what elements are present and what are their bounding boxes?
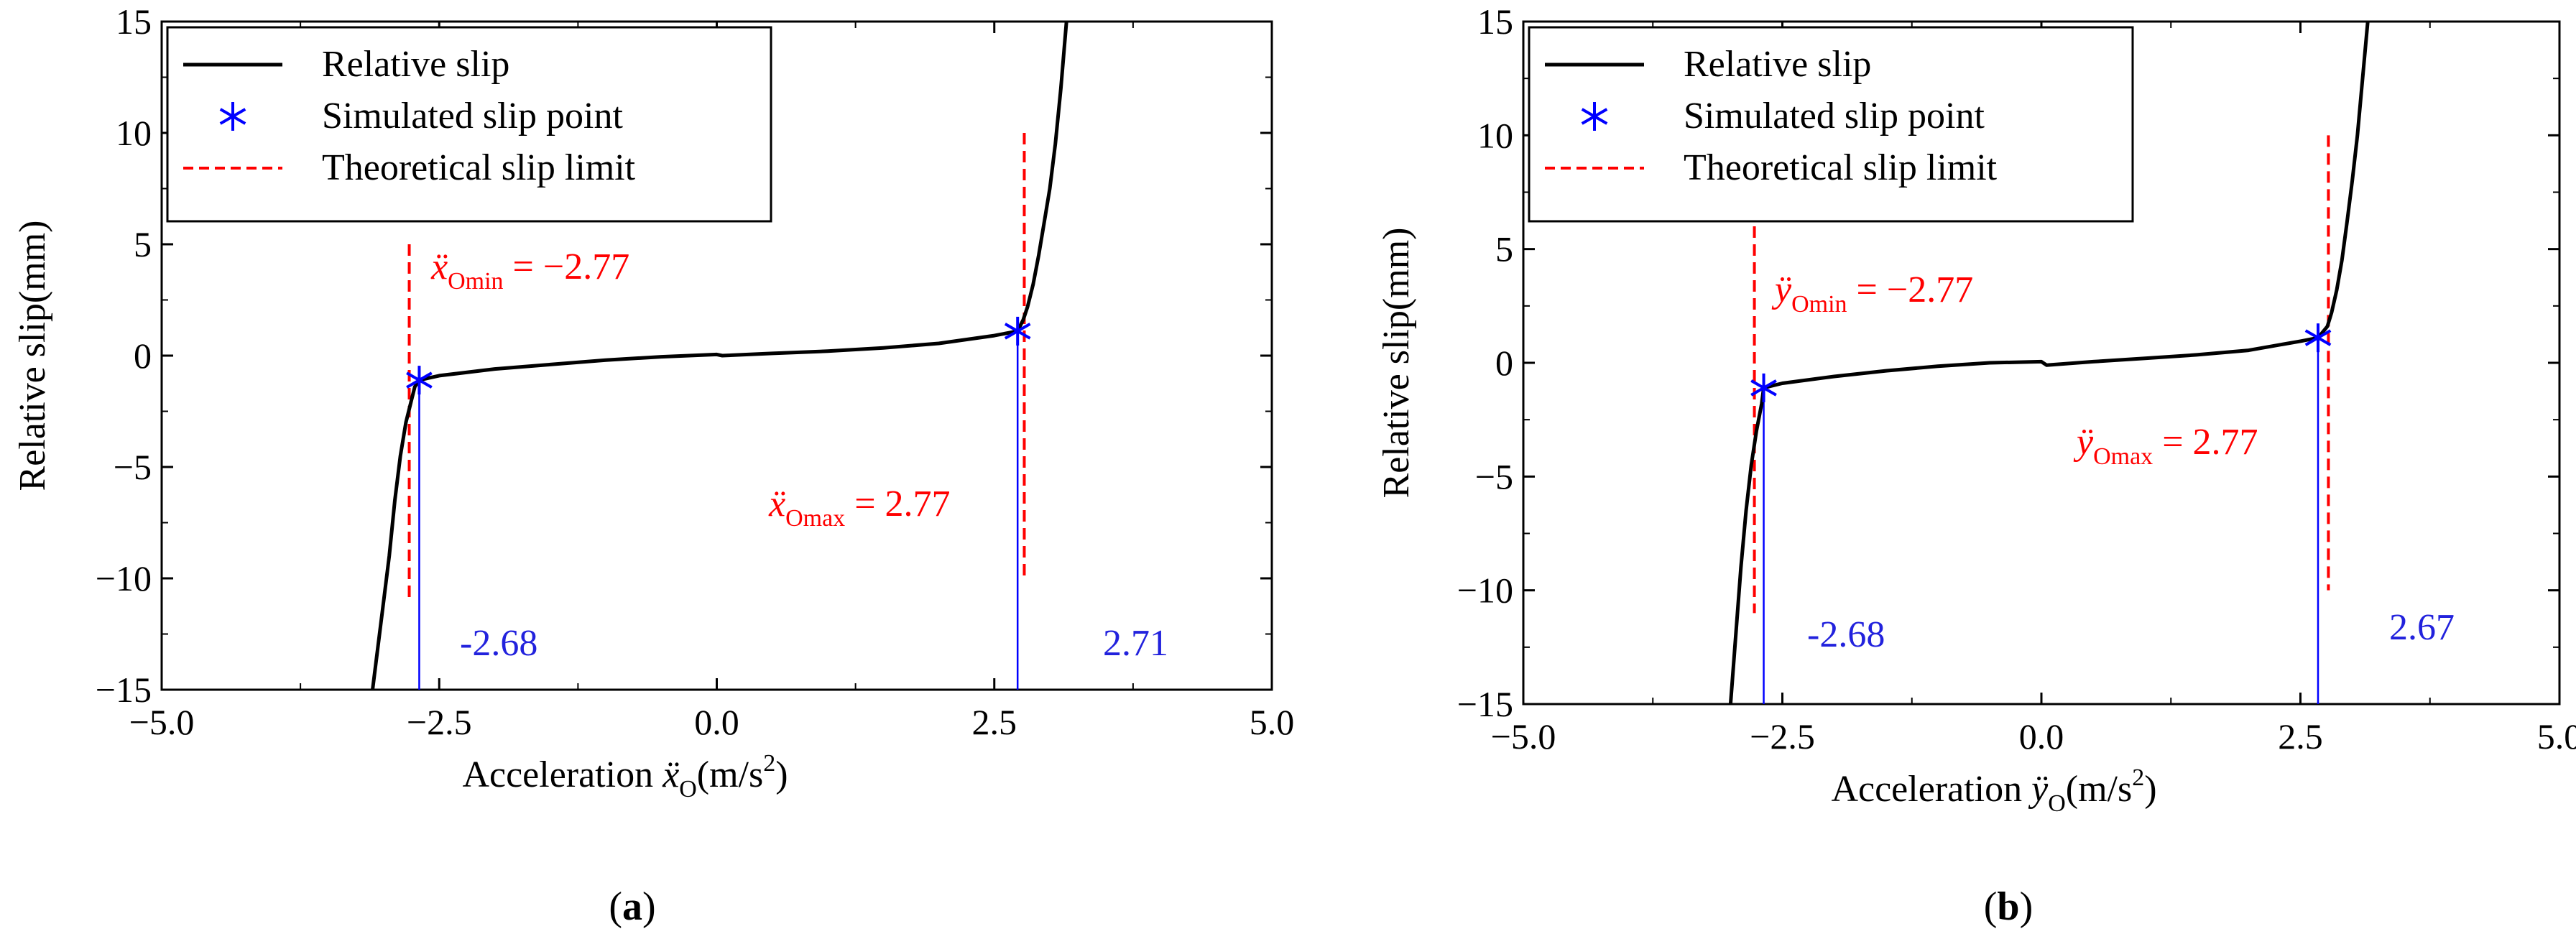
y-tick-label: −5 — [1475, 456, 1513, 496]
y-tick-label: 10 — [1477, 115, 1513, 155]
x-tick-label: −2.5 — [1750, 716, 1815, 757]
x-axis-label-var: ÿ — [2028, 769, 2049, 810]
y-tick-label: −15 — [96, 670, 152, 710]
limit-label-var: ẍ — [768, 484, 785, 524]
x-tick-label: 0.0 — [2019, 716, 2064, 757]
slip-value-label: -2.68 — [460, 623, 537, 664]
chart-panel-a: 15 10 5 0 −5 −10 −15−5.0 −2.5 0.0 2.5 5.0 Relative … — [12, 1, 1294, 929]
marker-stroke — [1750, 379, 1777, 397]
limit-label-eq: = −2.77 — [1847, 269, 1974, 310]
y-tick-label: 0 — [1495, 343, 1513, 383]
x-tick-label: 0.0 — [694, 702, 739, 742]
legend-box — [1528, 26, 2134, 223]
simulated-slip-marker — [1004, 316, 1031, 346]
limit-label-eq: = 2.77 — [2153, 422, 2258, 463]
slip-value-label: -2.68 — [1807, 614, 1885, 655]
legend-entry-label: Theoretical slip limit — [1684, 147, 1998, 188]
x-axis-label-units: (m/s — [2066, 769, 2132, 810]
panel-label-open: ( — [609, 884, 622, 929]
x-axis-label-close: ) — [2144, 769, 2156, 810]
x-axis-label-units: (m/s — [697, 754, 763, 795]
y-tick-label: −10 — [96, 558, 152, 598]
x-tick-label: 5.0 — [2537, 716, 2576, 757]
limit-min-label: ÿOmin = −2.77 — [1771, 269, 1973, 318]
legend-swatch-marker — [219, 102, 246, 131]
limit-label-sub: Omin — [1791, 291, 1847, 318]
y-tick-label: 10 — [116, 113, 152, 153]
slip-value-label: 2.71 — [1103, 623, 1168, 664]
limit-label-var: ẍ — [430, 246, 448, 287]
relative-slip-curve — [371, 22, 1068, 690]
y-axis-label: Relative slip(mm) — [12, 221, 53, 491]
marker-stroke — [1581, 108, 1608, 125]
x-axis-label: Acceleration ÿO(m/s2) — [1831, 764, 2156, 817]
limit-label-sub: Omin — [448, 268, 503, 295]
x-axis-label-sub: O — [679, 776, 697, 802]
legend-box — [166, 26, 772, 223]
x-tick-label: −5.0 — [1491, 716, 1556, 757]
x-tick-label: −5.0 — [129, 702, 195, 742]
x-tick-label: 2.5 — [972, 702, 1017, 742]
legend-entry-label: Relative slip — [1684, 44, 1871, 85]
marker-stroke — [2304, 329, 2332, 346]
limit-label-var: ÿ — [2073, 422, 2094, 463]
legend-entry-label: Simulated slip point — [322, 96, 623, 137]
y-tick-label: 15 — [1477, 1, 1513, 42]
panel-label-open: ( — [1984, 884, 1998, 929]
y-tick-label: −10 — [1457, 570, 1513, 611]
x-axis-label-sub: O — [2048, 790, 2066, 817]
relative-slip-curve — [1728, 22, 2370, 704]
panel-label: (b) — [1984, 884, 2033, 929]
panel-label-letter: a — [622, 884, 642, 929]
limit-label-eq: = −2.77 — [504, 246, 630, 287]
simulated-slip-marker — [2304, 323, 2332, 353]
y-tick-label: 5 — [134, 224, 152, 264]
marker-stroke — [219, 108, 246, 125]
panel-label-close: ) — [642, 884, 656, 929]
limit-label-sub: Omax — [2093, 443, 2153, 470]
limit-max-label: ÿOmax = 2.77 — [2073, 422, 2258, 470]
panel-label: (a) — [609, 884, 655, 929]
y-tick-label: 15 — [116, 1, 152, 42]
x-axis-label-sup: 2 — [2132, 764, 2144, 791]
simulated-slip-marker — [406, 366, 433, 395]
legend-entry-label: Theoretical slip limit — [322, 147, 636, 188]
limit-min-label: ẍOmin = −2.77 — [430, 246, 629, 295]
y-axis-label: Relative slip(mm) — [1376, 228, 1417, 499]
x-axis-label-close: ) — [775, 754, 788, 795]
x-axis-label-prefix: Acceleration — [462, 754, 663, 795]
x-tick-label: 5.0 — [1250, 702, 1295, 742]
simulated-slip-marker — [1750, 373, 1777, 402]
legend-entry-label: Relative slip — [322, 44, 509, 85]
y-tick-label: −5 — [114, 447, 152, 487]
chart-panel-b: 15 10 5 0 −5 −10 −15−5.0 −2.5 0.0 2.5 5.0 Relative … — [1376, 1, 2576, 929]
limit-label-var: ÿ — [1771, 269, 1792, 310]
x-axis-label-var: ẍ — [662, 754, 679, 795]
y-tick-label: 0 — [134, 336, 152, 376]
x-tick-label: −2.5 — [407, 702, 472, 742]
legend-swatch-marker — [1581, 102, 1608, 131]
x-tick-label: 2.5 — [2278, 716, 2323, 757]
x-axis-label: Acceleration ẍO(m/s2) — [462, 750, 788, 802]
limit-max-label: ẍOmax = 2.77 — [768, 484, 951, 532]
marker-stroke — [1004, 323, 1031, 340]
limit-label-sub: Omax — [785, 505, 845, 532]
panel-label-close: ) — [2020, 884, 2033, 929]
marker-stroke — [406, 371, 433, 389]
slip-value-label: 2.67 — [2389, 607, 2455, 648]
limit-label-eq: = 2.77 — [845, 484, 950, 524]
legend-entry-label: Simulated slip point — [1684, 96, 1985, 137]
x-axis-label-sup: 2 — [763, 750, 775, 777]
y-tick-label: 5 — [1495, 229, 1513, 269]
y-tick-label: −15 — [1457, 684, 1513, 724]
panel-label-letter: b — [1997, 884, 2019, 929]
x-axis-label-prefix: Acceleration — [1831, 769, 2031, 810]
